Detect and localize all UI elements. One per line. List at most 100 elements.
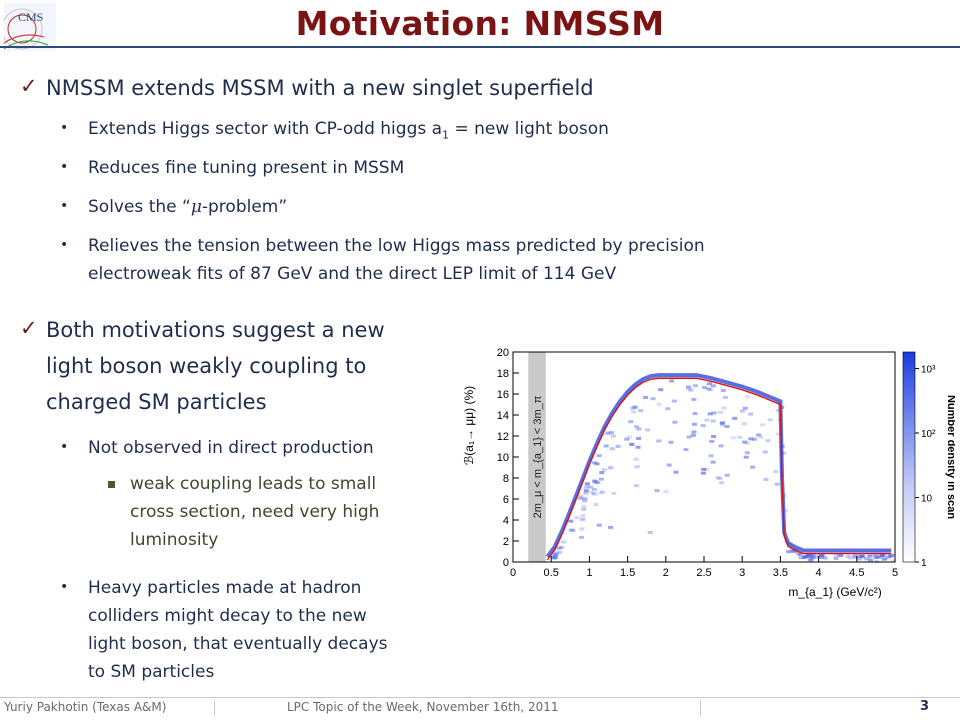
density-cell [710,460,716,464]
density-cell [748,437,754,441]
branching-ratio-curve [546,377,892,561]
density-cell [890,559,896,563]
bullet-icon: • [60,439,69,455]
bullet-tension-line1: Relieves the tension between the low Hig… [88,236,705,256]
density-cell [589,490,595,494]
density-cell [717,476,723,480]
y-tick-label: 10 [497,452,509,464]
x-tick-label: 0.5 [544,567,559,579]
colorbar-tick-label: 10³ [921,364,936,375]
density-cell [775,409,781,413]
density-cell [691,397,697,401]
density-cell [595,481,601,485]
density-cell [611,491,617,495]
density-cell [763,477,769,481]
y-tick-label: 16 [497,389,509,401]
density-cell [581,497,587,501]
density-cell [851,555,857,559]
bullet-fine-tuning: Reduces fine tuning present in MSSM [88,158,405,178]
density-cell [833,556,839,560]
density-cell [556,547,562,551]
density-cell [666,463,672,467]
density-cell [711,411,717,415]
density-cell [880,553,886,557]
density-cell [693,384,699,388]
density-cell [741,422,747,426]
footer-separator [700,700,701,716]
density-cell [645,428,651,432]
density-cell [872,554,878,558]
density-cell [711,435,717,439]
density-cell [701,467,707,471]
density-cell [751,437,757,441]
density-cell [647,530,653,534]
y-tick-label: 2 [503,536,509,548]
colorbar-tick-label: 1 [921,558,927,569]
density-cell [720,389,726,393]
footer-separator [214,700,215,716]
density-cell [656,402,662,406]
footer-event: LPC Topic of the Week, November 16th, 20… [287,700,559,714]
density-cell [552,556,558,560]
title-underline [0,46,960,48]
density-cell [743,455,749,459]
density-cell [605,431,611,435]
density-cell [578,494,584,498]
density-cell [707,388,713,392]
density-cell [809,556,815,560]
density-cell [627,435,633,439]
density-cell [658,388,664,392]
density-band [545,373,892,558]
density-cell [671,399,677,403]
density-cell [556,546,562,550]
checkmark-icon: ✓ [20,74,38,98]
density-cell [756,433,762,437]
density-cell [867,558,873,562]
density-cell [588,485,594,489]
logo-text: CMS [18,10,43,24]
bullet-mu-problem: Solves the “μ-problem” [88,197,288,217]
density-cell [867,554,873,558]
density-cell [686,435,692,439]
sub-bullet-line2: cross section, need very high [130,502,380,522]
density-cell [609,431,615,435]
density-cell [634,484,640,488]
density-cell [889,553,895,557]
section2-heading-line3: charged SM particles [46,390,267,414]
x-tick-label: 4 [816,567,822,579]
density-cell [807,558,813,562]
density-cell [634,465,640,469]
density-cell [802,555,808,559]
colorbar-label: Number density in scan [945,395,955,519]
density-cell [665,407,671,411]
density-cell [570,528,576,532]
density-cell [579,535,585,539]
density-cell [581,507,587,511]
density-cell [808,557,814,561]
sub-bullet-line3: luminosity [130,530,219,550]
density-cell [781,451,787,455]
density-cell [873,556,879,560]
density-cell [608,525,614,529]
density-cell [744,451,750,455]
bullet-heavy-line2: colliders might decay to the new [88,606,367,626]
density-cell [672,420,678,424]
y-tick-label: 20 [497,347,509,359]
density-cell [774,482,780,486]
x-tick-label: 1.5 [620,567,635,579]
density-cell [582,496,588,500]
density-cell [767,418,773,422]
y-tick-label: 6 [503,494,509,506]
y-tick-label: 12 [497,431,509,443]
band-label: 2m_μ < m_{a_1} < 3m_π [532,395,544,518]
density-cell [833,554,839,558]
density-cell [591,492,597,496]
density-cell [692,412,698,416]
density-cell [706,387,712,391]
density-cell [857,557,863,561]
density-cell [552,552,558,556]
density-cell [692,422,698,426]
density-cell [628,420,634,424]
density-cell [633,457,639,461]
density-cell [765,439,771,443]
